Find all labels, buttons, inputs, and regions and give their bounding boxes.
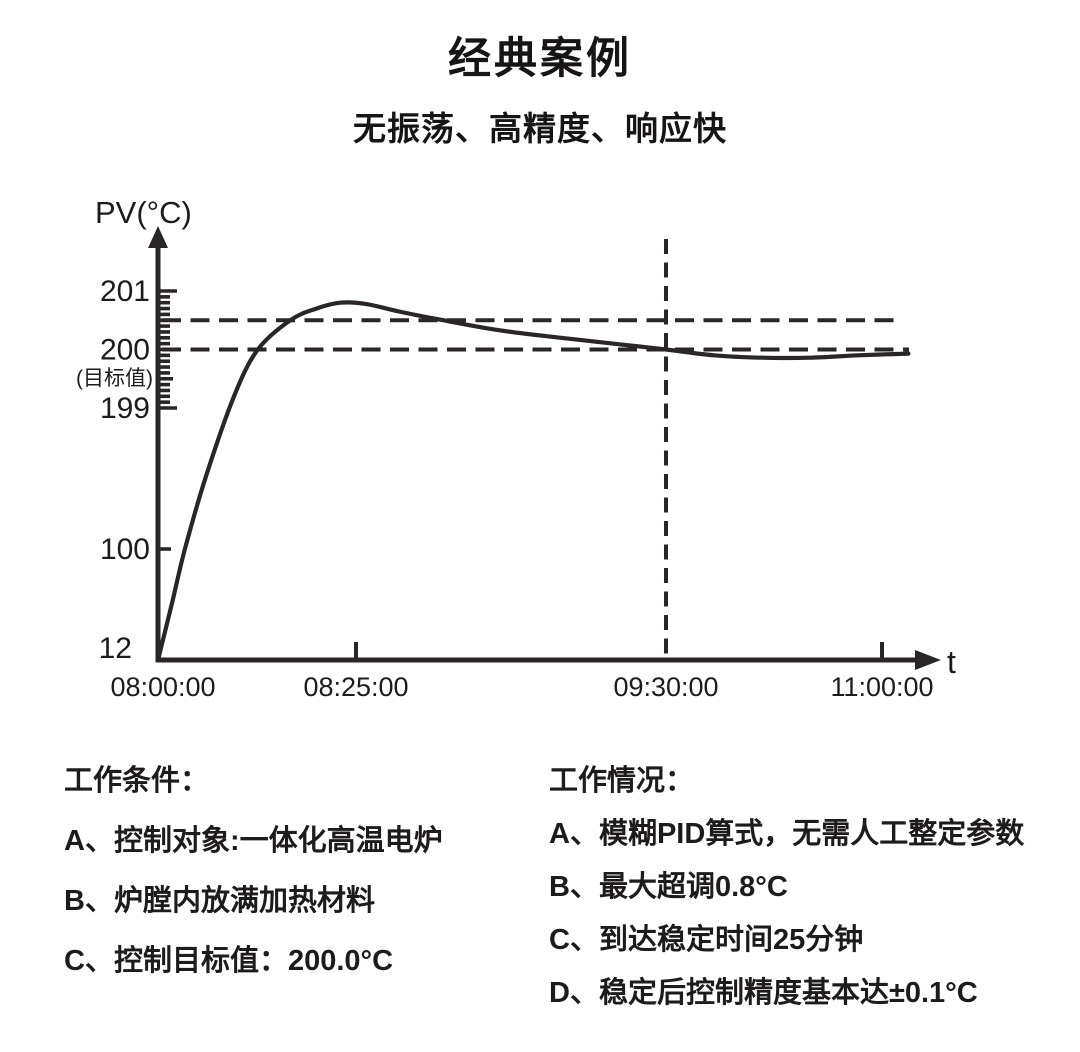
page-title: 经典案例 — [448, 35, 632, 83]
y-tick-label-201: 201 — [100, 275, 150, 308]
x-axis-arrow-icon — [915, 650, 941, 670]
working-results-item-c: C、到达稳定时间25分钟 — [549, 924, 864, 956]
pv-curve — [155, 300, 911, 663]
working-conditions-heading: 工作条件： — [64, 765, 210, 797]
x-axis-ticks — [354, 642, 884, 658]
y-axis-ruler-ticks — [158, 289, 177, 551]
x-tick-label-0930: 09:30:00 — [613, 672, 718, 702]
working-conditions-item-a: A、控制对象:一体化高温电炉 — [64, 825, 443, 857]
y-tick-label-199: 199 — [100, 392, 150, 425]
working-results-panel: 工作情况： A、模糊PID算式，无需人工整定参数 B、最大超调0.8°C C、到… — [549, 767, 1024, 1008]
x-tick-label-1100: 11:00:00 — [830, 672, 933, 702]
page-subtitle: 无振荡、高精度、响应快 — [353, 110, 727, 148]
x-tick-label-0800: 08:00:00 — [110, 672, 215, 702]
x-tick-label-0825: 08:25:00 — [303, 672, 408, 702]
header: 经典案例 无振荡、高精度、响应快 — [0, 35, 1080, 150]
working-conditions-item-c: C、控制目标值：200.0°C — [64, 945, 394, 977]
working-results-heading: 工作情况： — [549, 765, 695, 797]
pv-temperature-chart: PV(°C) t 201 200 199 100 12 (目标值) 08:00:… — [76, 195, 956, 702]
working-conditions-panel: 工作条件： A、控制对象:一体化高温电炉 B、炉膛内放满加热材料 C、控制目标值… — [64, 767, 443, 976]
working-conditions-item-b: B、炉膛内放满加热材料 — [64, 885, 375, 917]
working-results-item-d: D、稳定后控制精度基本达±0.1°C — [549, 977, 978, 1009]
y-tick-label-100: 100 — [100, 533, 150, 566]
y-target-sublabel: (目标值) — [76, 367, 153, 390]
working-results-item-b: B、最大超调0.8°C — [549, 871, 788, 903]
y-tick-label-200: 200 — [100, 334, 150, 367]
y-tick-label-12: 12 — [99, 632, 132, 665]
x-axis-title: t — [947, 644, 956, 680]
y-axis-arrow-icon — [148, 226, 168, 248]
y-axis-title: PV(°C) — [95, 195, 192, 230]
working-results-item-a: A、模糊PID算式，无需人工整定参数 — [549, 818, 1025, 850]
